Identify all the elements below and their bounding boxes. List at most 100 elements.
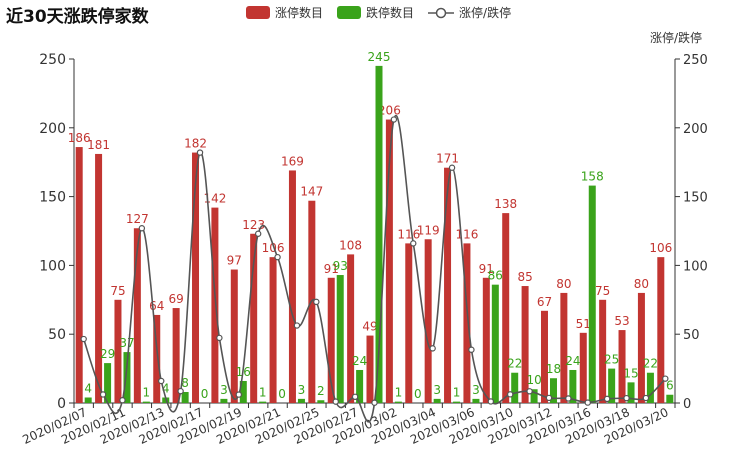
- bar-limit-up: [75, 147, 83, 403]
- data-label-limit-up: 49: [362, 320, 377, 334]
- ratio-point: [235, 391, 242, 398]
- data-label-limit-down: 93: [333, 259, 348, 273]
- ratio-point: [177, 387, 184, 395]
- data-label-limit-down: 4: [162, 381, 170, 395]
- bar-limit-down: [627, 382, 635, 403]
- y-tick-label-left: 250: [39, 52, 66, 68]
- data-label-limit-up: 182: [184, 137, 207, 151]
- data-label-limit-up: 80: [634, 277, 649, 291]
- y-tick-label-left: 200: [39, 121, 66, 137]
- data-label-limit-up: 67: [537, 295, 552, 309]
- bar-limit-down: [104, 363, 112, 403]
- legend-item-ratio[interactable]: 涨停/跌停: [428, 4, 511, 21]
- data-label-limit-down: 22: [507, 357, 522, 371]
- bar-limit-down: [472, 398, 480, 403]
- bar-limit-up: [405, 243, 413, 403]
- ratio-point: [545, 394, 553, 402]
- bar-limit-down: [394, 401, 402, 403]
- bar-limit-up: [192, 152, 200, 403]
- bar-limit-down: [433, 398, 441, 403]
- y-tick-label-right: 50: [683, 328, 700, 343]
- ratio-line: [82, 115, 666, 423]
- ratio-point: [332, 398, 339, 405]
- data-label-limit-down: 3: [472, 383, 480, 397]
- bar-limit-down: [142, 401, 150, 403]
- data-label-limit-up: 119: [417, 223, 440, 237]
- data-label-limit-down: 0: [278, 387, 286, 401]
- data-label-limit-up: 116: [455, 227, 478, 241]
- legend-swatch-limit-up: [246, 6, 270, 19]
- bar-limit-up: [250, 233, 258, 403]
- bar-limit-down: [530, 389, 538, 403]
- data-label-limit-down: 1: [259, 386, 267, 400]
- bar-limit-up: [560, 292, 568, 403]
- bar-limit-up: [269, 257, 277, 403]
- legend-item-limit-down[interactable]: 跌停数目: [337, 4, 414, 21]
- ratio-point: [196, 149, 204, 156]
- legend-item-limit-up[interactable]: 涨停数目: [246, 4, 323, 21]
- bar-limit-up: [211, 207, 219, 403]
- data-label-limit-up: 75: [595, 284, 610, 298]
- bar-limit-up: [463, 243, 471, 403]
- bar-limit-up: [230, 269, 238, 403]
- data-label-limit-down: 86: [488, 269, 503, 283]
- y-tick-label-right: 100: [683, 259, 708, 274]
- data-label-limit-up: 181: [87, 138, 110, 152]
- y-tick-label-left: 100: [39, 258, 66, 274]
- bar-limit-down: [588, 185, 596, 403]
- data-label-limit-up: 91: [479, 262, 494, 276]
- bar-limit-up: [347, 254, 355, 403]
- data-label-limit-up: 116: [397, 227, 420, 241]
- data-label-limit-up: 51: [576, 317, 591, 331]
- bar-limit-down: [239, 380, 247, 403]
- data-label-limit-up: 80: [556, 277, 571, 291]
- legend-swatch-limit-down: [337, 6, 362, 19]
- bar-limit-up: [444, 167, 452, 403]
- data-label-limit-down: 245: [368, 50, 391, 64]
- data-label-limit-up: 69: [168, 292, 183, 306]
- data-label-limit-up: 108: [339, 238, 362, 252]
- data-label-limit-down: 25: [604, 353, 619, 367]
- y-tick-label-left: 50: [48, 327, 66, 343]
- bar-limit-down: [569, 369, 577, 403]
- ratio-point: [158, 377, 165, 385]
- data-label-limit-up: 106: [649, 241, 672, 255]
- y-tick-label-left: 150: [39, 190, 66, 206]
- bar-limit-down: [608, 368, 616, 403]
- bar-limit-up: [385, 119, 393, 403]
- data-label-limit-down: 1: [143, 386, 151, 400]
- data-label-limit-down: 8: [181, 376, 189, 390]
- data-label-limit-down: 37: [119, 336, 134, 350]
- data-label-limit-down: 18: [546, 362, 561, 376]
- data-label-limit-down: 0: [201, 387, 209, 401]
- bar-limit-down: [317, 400, 325, 403]
- ratio-point: [526, 388, 533, 395]
- bar-limit-up: [482, 277, 490, 403]
- legend-label-limit-up: 涨停数目: [275, 6, 324, 20]
- bar-limit-down: [297, 398, 305, 403]
- ratio-point: [507, 391, 514, 398]
- y-tick-label-right: 200: [683, 122, 708, 137]
- data-label-limit-up: 169: [281, 154, 304, 168]
- bar-limit-up: [95, 153, 103, 403]
- data-label-limit-down: 22: [643, 357, 658, 371]
- ratio-point: [565, 395, 572, 402]
- bar-limit-down: [123, 352, 131, 403]
- bar-limit-down: [666, 394, 674, 403]
- ratio-point: [468, 346, 475, 353]
- data-label-limit-down: 1: [395, 386, 403, 400]
- ratio-point: [623, 394, 630, 402]
- data-label-limit-down: 2: [317, 384, 325, 398]
- data-label-limit-up: 147: [300, 185, 323, 199]
- bar-limit-down: [491, 284, 499, 403]
- bar-limit-down: [453, 401, 461, 403]
- bar-limit-down: [84, 397, 92, 403]
- bar-limit-up: [618, 330, 626, 403]
- ratio-point: [80, 335, 87, 343]
- legend-label-limit-down: 跌停数目: [366, 6, 415, 20]
- y-tick-label-right: 150: [683, 191, 708, 206]
- data-label-limit-up: 106: [262, 241, 285, 255]
- legend-line-icon: [428, 7, 455, 18]
- ratio-point: [662, 375, 669, 382]
- data-label-limit-up: 53: [614, 314, 629, 328]
